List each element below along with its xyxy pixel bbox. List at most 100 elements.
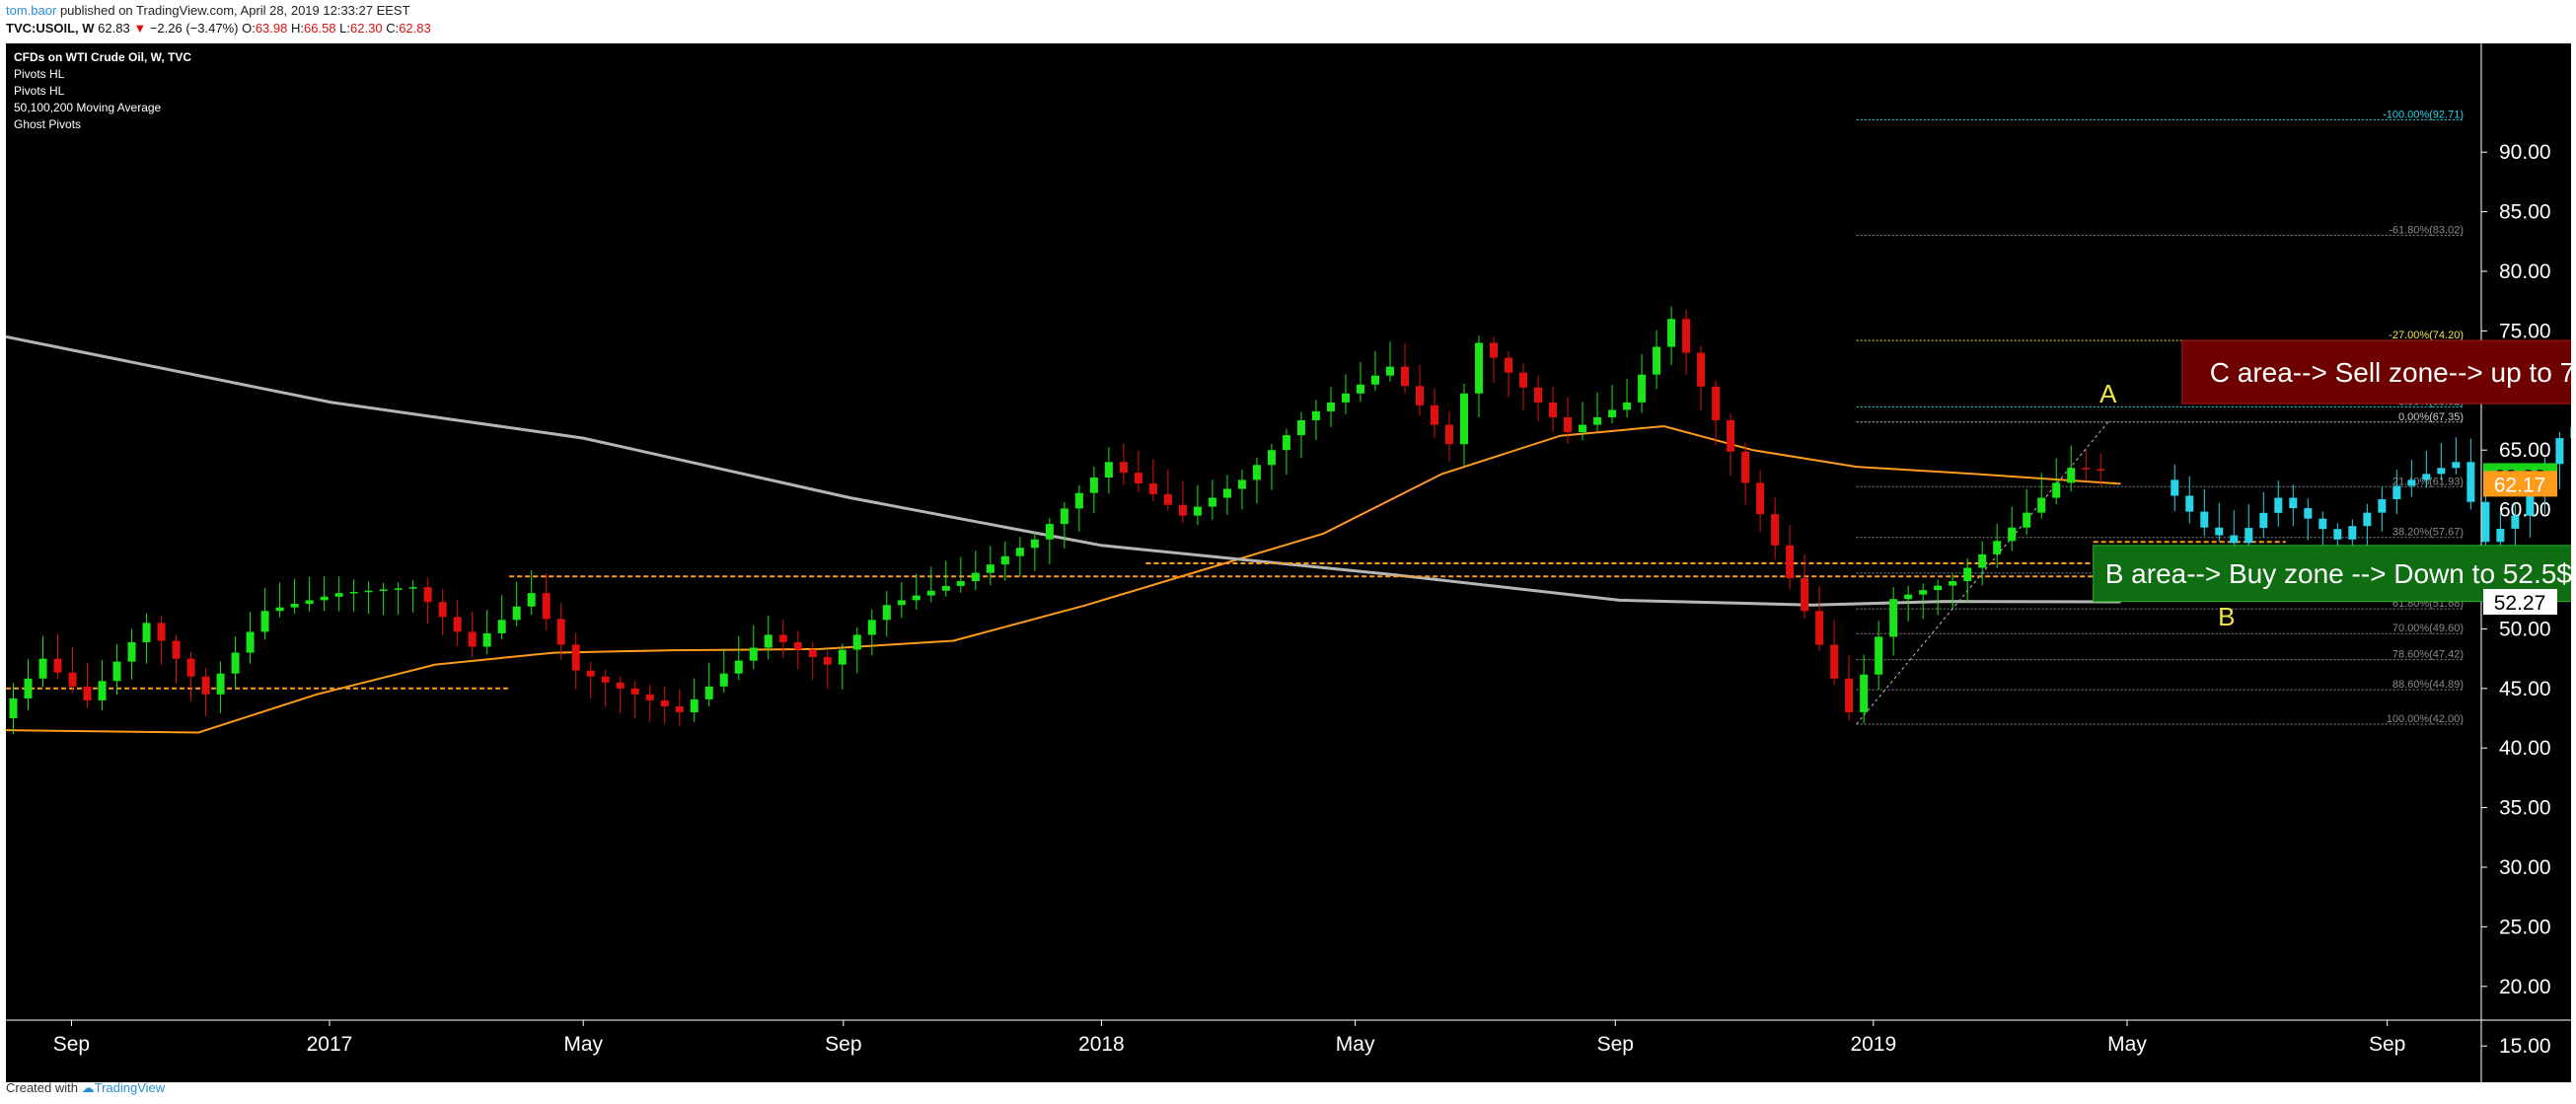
sell-zone-label: C area--> Sell zone--> up to 73.3$: [2210, 357, 2571, 388]
moving-average-line: [6, 424, 2121, 734]
candle-body: [2348, 526, 2357, 540]
candle-body: [1282, 435, 1290, 451]
candle-body: [53, 658, 62, 673]
candle-body: [1727, 420, 1735, 452]
candle-body: [112, 661, 121, 682]
candle-body: [2555, 438, 2564, 465]
price-change: −2.26 (−3.47%): [149, 21, 239, 36]
candle-body: [438, 602, 447, 618]
candle-body: [231, 652, 240, 674]
low-label: L:: [339, 21, 351, 36]
candle-body: [2333, 529, 2342, 540]
candle-body: [838, 649, 846, 665]
price-badge-label: 62.17: [2494, 474, 2546, 496]
y-tick-label: 20.00: [2499, 976, 2551, 998]
candle-body: [1015, 548, 1024, 556]
price-chart-svg[interactable]: 15.00 20.00 25.00 30.00 35.00 40.00 45.00 50.00…: [6, 43, 2571, 1082]
candle-body: [571, 644, 580, 671]
y-tick-label: 80.00: [2499, 260, 2551, 283]
y-tick-label: 50.00: [2499, 618, 2551, 640]
legend-item: Ghost Pivots: [14, 117, 81, 131]
candle-body: [290, 604, 299, 608]
close-label: C:: [386, 21, 400, 36]
candle-body: [2245, 528, 2253, 544]
candle-body: [2511, 515, 2520, 529]
candle-body: [1311, 410, 1320, 420]
y-tick-label: 90.00: [2499, 141, 2551, 164]
candle-body: [2008, 527, 2017, 542]
candle-body: [1475, 342, 1484, 394]
fib-level-label: 78.60%(47.42): [2392, 649, 2464, 661]
candle-body: [83, 686, 92, 700]
fib-level-label: 38.20%(57.67): [2392, 527, 2464, 539]
x-tick-label: 2018: [1078, 1033, 1125, 1056]
candle-body: [334, 593, 343, 597]
y-tick-label: 40.00: [2499, 737, 2551, 760]
open-label: O:: [242, 21, 256, 36]
candle-body: [2437, 468, 2446, 475]
candle-body: [719, 673, 728, 687]
candle-body: [986, 564, 994, 573]
candle-body: [1104, 462, 1113, 478]
tradingview-link[interactable]: TradingView: [94, 1080, 166, 1095]
candle-body: [142, 623, 151, 642]
candle-body: [793, 641, 802, 650]
legend-item: CFDs on WTI Crude Oil, W, TVC: [14, 50, 191, 64]
candle-body: [186, 658, 195, 677]
candle-body: [1978, 553, 1987, 568]
candle-body: [1875, 636, 1883, 675]
candle-body: [734, 660, 743, 674]
candle-body: [68, 672, 77, 687]
candle-body: [349, 591, 358, 594]
chart-panel[interactable]: 15.00 20.00 25.00 30.00 35.00 40.00 45.00 50.00…: [6, 43, 2571, 1082]
candle-body: [2318, 518, 2327, 530]
candle-body: [1593, 416, 1602, 425]
candle-body: [2037, 497, 2046, 513]
candle-body: [1564, 416, 1573, 433]
candle-body: [1519, 372, 1528, 388]
fib-level-label: 0.00%(67.35): [2398, 411, 2464, 423]
fib-level-label: -61.80%(83.02): [2389, 225, 2464, 237]
candle-body: [2304, 508, 2313, 519]
candle-body: [1000, 555, 1009, 565]
candle-body: [423, 587, 432, 603]
fib-level-label: 100.00%(42.00): [2387, 713, 2464, 725]
candle-body: [1963, 567, 1972, 582]
candle-body: [675, 705, 684, 712]
candle-body: [2392, 485, 2401, 500]
x-tick-label: May: [1336, 1033, 1375, 1056]
candle-body: [2407, 479, 2416, 486]
candle-body: [764, 634, 773, 648]
candle-body: [556, 619, 565, 645]
candle-body: [1356, 384, 1364, 394]
publication-info: tom.baor published on TradingView.com, A…: [6, 3, 410, 18]
candle-body: [1074, 492, 1083, 509]
candle-body: [408, 587, 417, 589]
candle-body: [1815, 611, 1824, 645]
candle-body: [1993, 541, 2002, 554]
high-value: 66.58: [304, 21, 336, 36]
candle-body: [852, 634, 861, 650]
candle-body: [394, 588, 403, 590]
x-tick-label: Sep: [825, 1033, 861, 1056]
y-tick-label: 15.00: [2499, 1035, 2551, 1058]
fib-level-label: -27.00%(74.20): [2389, 330, 2464, 341]
candle-body: [453, 617, 462, 632]
candle-body: [1237, 479, 1246, 489]
x-tick-label: Sep: [53, 1033, 90, 1056]
candle-body: [1741, 451, 1750, 483]
candle-body: [1178, 504, 1187, 516]
candle-body: [1845, 678, 1854, 712]
candle-body: [157, 623, 166, 641]
candle-body: [305, 600, 314, 605]
candle-body: [630, 688, 639, 695]
candle-body: [1460, 393, 1469, 445]
point-b-label: B: [2218, 602, 2235, 631]
y-tick-label: 60.00: [2499, 499, 2551, 522]
candle-body: [1341, 393, 1350, 403]
candle-body: [1786, 545, 1795, 579]
fib-level-label: 70.00%(49.60): [2392, 623, 2464, 634]
candle-body: [2496, 528, 2505, 543]
author-link[interactable]: tom.baor: [6, 3, 57, 18]
candle-body: [1919, 590, 1928, 595]
